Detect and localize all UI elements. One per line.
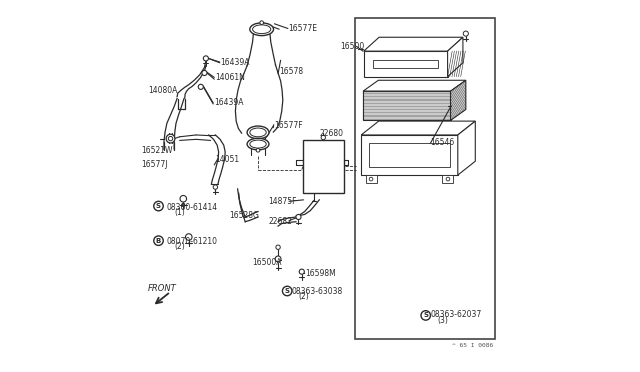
- Text: 16577F: 16577F: [274, 121, 303, 129]
- Bar: [303, 141, 344, 193]
- Text: ^ 65 I 0086: ^ 65 I 0086: [452, 343, 493, 348]
- Circle shape: [204, 56, 209, 61]
- Text: 16500: 16500: [340, 42, 364, 51]
- Text: 14875F: 14875F: [268, 197, 296, 206]
- Text: 16528G: 16528G: [230, 211, 259, 220]
- Circle shape: [182, 203, 185, 206]
- Circle shape: [256, 148, 260, 152]
- Circle shape: [202, 70, 207, 76]
- Text: 22682: 22682: [268, 217, 292, 226]
- Circle shape: [198, 84, 204, 89]
- Polygon shape: [361, 135, 458, 175]
- Text: 16439A: 16439A: [220, 58, 250, 67]
- Ellipse shape: [250, 128, 266, 137]
- Text: (2): (2): [174, 243, 185, 251]
- Text: 14080A: 14080A: [148, 86, 178, 95]
- Circle shape: [296, 214, 301, 219]
- Circle shape: [168, 137, 173, 141]
- Circle shape: [300, 269, 305, 274]
- Text: (3): (3): [438, 316, 449, 325]
- Bar: [365, 175, 376, 183]
- Text: FRONT: FRONT: [148, 284, 177, 293]
- Polygon shape: [361, 121, 476, 135]
- Circle shape: [180, 195, 187, 202]
- Text: (2): (2): [298, 292, 309, 301]
- Circle shape: [421, 311, 431, 320]
- Polygon shape: [447, 37, 463, 77]
- Ellipse shape: [247, 138, 269, 150]
- Circle shape: [213, 185, 218, 189]
- Circle shape: [282, 286, 292, 296]
- Ellipse shape: [250, 140, 266, 148]
- Text: 22680: 22680: [320, 129, 344, 138]
- Text: 16500A: 16500A: [253, 258, 282, 267]
- Circle shape: [186, 234, 192, 240]
- Circle shape: [446, 177, 450, 181]
- Bar: [369, 143, 450, 167]
- Text: 16439A: 16439A: [214, 98, 243, 108]
- Circle shape: [275, 256, 281, 262]
- Text: 08363-63038: 08363-63038: [292, 287, 343, 296]
- Text: S: S: [156, 203, 161, 209]
- Polygon shape: [451, 80, 466, 121]
- Polygon shape: [458, 121, 476, 175]
- Text: 16521W: 16521W: [141, 146, 173, 155]
- Polygon shape: [364, 51, 447, 77]
- Circle shape: [154, 236, 163, 246]
- Text: S: S: [423, 312, 428, 318]
- Ellipse shape: [253, 25, 271, 33]
- Circle shape: [321, 135, 326, 140]
- Circle shape: [260, 21, 264, 25]
- Text: B: B: [156, 238, 161, 244]
- Text: 16577J: 16577J: [141, 160, 168, 169]
- Circle shape: [166, 134, 175, 143]
- Text: (1): (1): [174, 208, 185, 217]
- Circle shape: [369, 177, 373, 181]
- Text: 14061N: 14061N: [215, 73, 245, 82]
- Circle shape: [463, 31, 468, 36]
- Text: 14051: 14051: [216, 155, 239, 164]
- Polygon shape: [363, 80, 466, 91]
- Text: 08360-61414: 08360-61414: [167, 203, 218, 212]
- Ellipse shape: [247, 126, 269, 139]
- Text: 08070-61210: 08070-61210: [167, 237, 218, 246]
- Bar: [355, 18, 495, 339]
- Text: 08363-62037: 08363-62037: [431, 310, 482, 319]
- Text: S: S: [285, 288, 290, 294]
- Text: 16577E: 16577E: [289, 24, 317, 33]
- Bar: [373, 60, 438, 67]
- Text: 16546: 16546: [431, 138, 454, 147]
- Polygon shape: [364, 37, 463, 51]
- Circle shape: [154, 201, 163, 211]
- Text: 16578: 16578: [279, 67, 303, 76]
- Ellipse shape: [250, 23, 273, 36]
- Text: 16598M: 16598M: [305, 269, 336, 278]
- Polygon shape: [363, 91, 451, 121]
- Bar: [442, 175, 453, 183]
- Circle shape: [276, 245, 280, 250]
